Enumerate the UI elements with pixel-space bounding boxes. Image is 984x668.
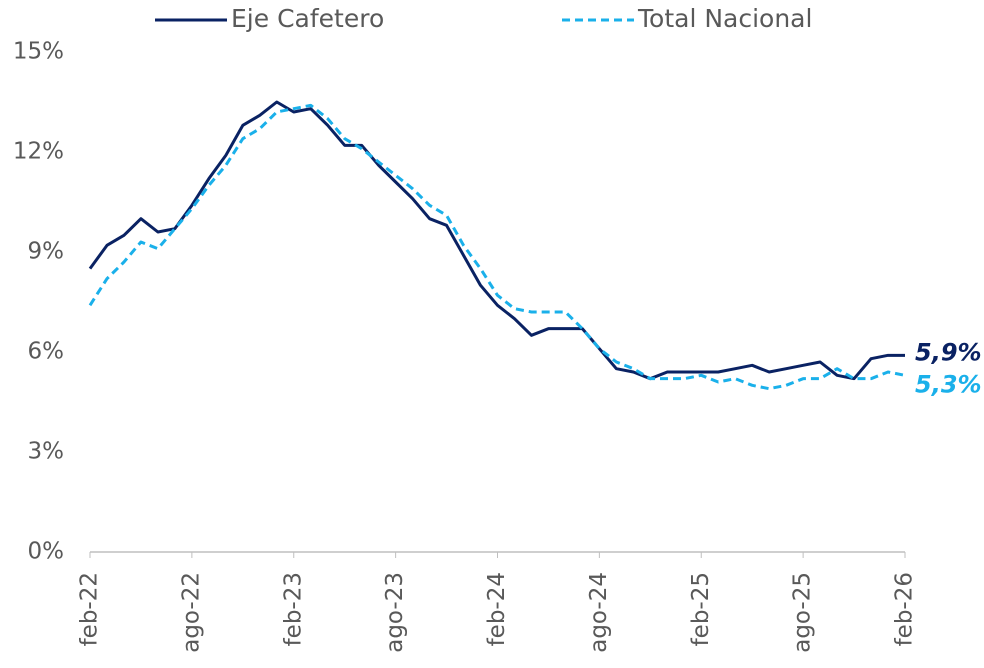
y-tick-label: 3% [28, 439, 65, 465]
data-label: 5,3% [915, 370, 982, 398]
y-tick-label: 9% [28, 239, 65, 265]
x-tick-label: ago-24 [586, 572, 612, 653]
x-tick-label: feb-25 [688, 572, 714, 646]
y-tick-label: 6% [28, 339, 65, 365]
x-tick-label: feb-26 [892, 572, 918, 646]
legend-label: Eje Cafetero [231, 4, 384, 33]
y-tick-label: 15% [13, 39, 64, 65]
y-tick-label: 12% [13, 139, 64, 165]
series-line [88, 103, 906, 391]
x-tick-label: feb-23 [280, 572, 306, 646]
x-tick-label: ago-25 [790, 572, 816, 653]
x-tick-label: feb-22 [77, 572, 103, 646]
data-label: 5,9% [915, 338, 982, 366]
x-tick-label: feb-24 [484, 572, 510, 646]
y-tick-label: 0% [28, 539, 65, 565]
series-line [88, 100, 905, 381]
x-tick-label: ago-23 [382, 572, 408, 653]
legend-label: Total Nacional [637, 4, 812, 33]
x-tick-label: ago-22 [178, 572, 204, 653]
